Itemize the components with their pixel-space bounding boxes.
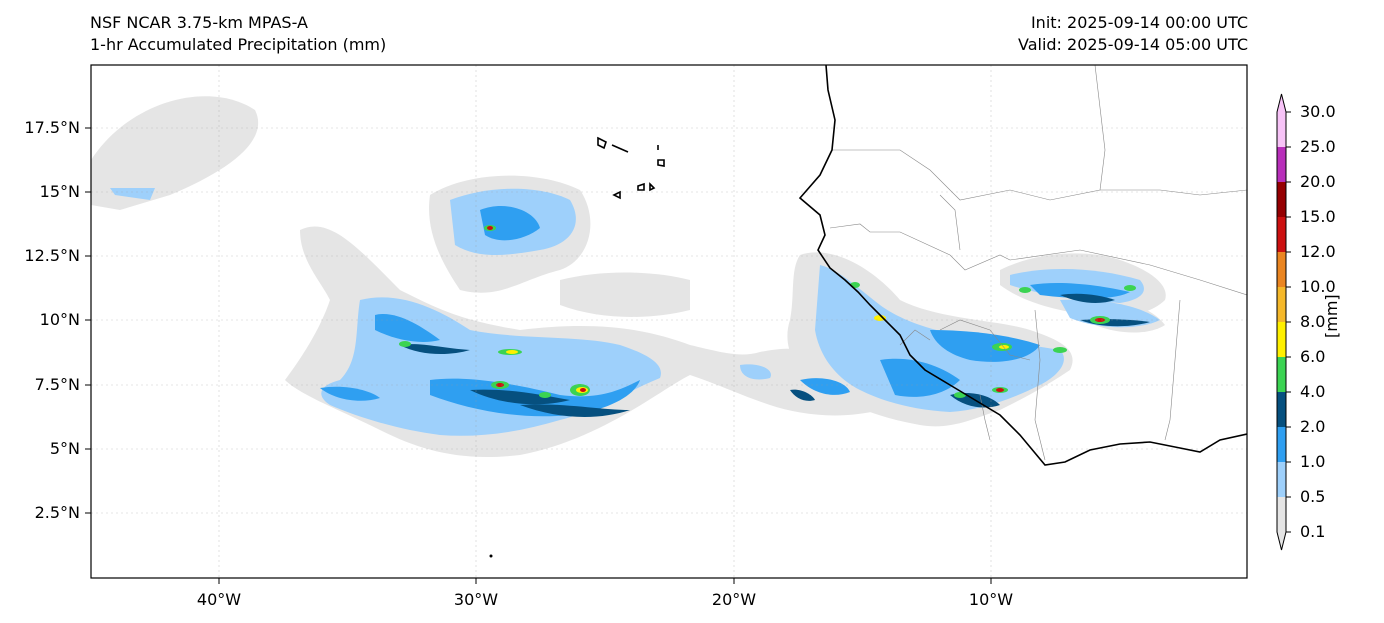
- lat-label: 15°N: [39, 182, 80, 201]
- axis-ticks: [85, 127, 992, 584]
- lon-label: 40°W: [196, 590, 242, 609]
- colorbar-units: [mm]: [1322, 294, 1341, 338]
- colorbar-label: 0.1: [1300, 522, 1326, 541]
- coastline: [597, 65, 1247, 466]
- colorbar-segment: [1277, 322, 1286, 357]
- colorbar-segment: [1277, 217, 1286, 252]
- colorbar-label: 2.0: [1300, 417, 1326, 436]
- light-precip-area: [91, 96, 1166, 458]
- lon-label: 30°W: [453, 590, 499, 609]
- colorbar: [1276, 93, 1291, 551]
- lon-label: 20°W: [711, 590, 757, 609]
- colorbar-segment: [1277, 94, 1286, 147]
- colorbar-label: 1.0: [1300, 452, 1326, 471]
- heavier-precip-area: [320, 206, 1130, 417]
- colorbar-segment: [1277, 497, 1286, 550]
- colorbar-segment: [1277, 182, 1286, 217]
- colorbar-segment: [1277, 252, 1286, 287]
- colorbar-segment: [1277, 462, 1286, 497]
- colorbar-label: 12.0: [1300, 242, 1336, 261]
- valid-time: Valid: 2025-09-14 05:00 UTC: [1017, 35, 1248, 54]
- extreme-precip-cores: [399, 225, 1136, 398]
- lat-label: 12.5°N: [24, 246, 80, 265]
- colorbar-segment: [1277, 147, 1286, 182]
- lat-label: 5°N: [49, 439, 80, 458]
- colorbar-label: 20.0: [1300, 172, 1336, 191]
- colorbar-segment: [1277, 357, 1286, 392]
- model-title: NSF NCAR 3.75-km MPAS-A: [90, 13, 308, 32]
- lat-label: 7.5°N: [34, 375, 80, 394]
- colorbar-segment: [1277, 427, 1286, 462]
- colorbar-label: 0.5: [1300, 487, 1326, 506]
- colorbar-label: 6.0: [1300, 347, 1326, 366]
- lon-label: 10°W: [968, 590, 1014, 609]
- colorbar-segment: [1277, 287, 1286, 322]
- colorbar-label: 4.0: [1300, 382, 1326, 401]
- graticule: [91, 65, 1247, 578]
- colorbar-label: 8.0: [1300, 312, 1326, 331]
- lat-label: 17.5°N: [24, 118, 80, 137]
- colorbar-label: 10.0: [1300, 277, 1336, 296]
- colorbar-label: 25.0: [1300, 137, 1336, 156]
- lat-label: 2.5°N: [34, 503, 80, 522]
- colorbar-segment: [1277, 392, 1286, 427]
- field-title: 1-hr Accumulated Precipitation (mm): [90, 35, 387, 54]
- colorbar-label: 15.0: [1300, 207, 1336, 226]
- colorbar-label: 30.0: [1300, 102, 1336, 121]
- lat-label: 10°N: [39, 310, 80, 329]
- init-time: Init: 2025-09-14 00:00 UTC: [1030, 13, 1248, 32]
